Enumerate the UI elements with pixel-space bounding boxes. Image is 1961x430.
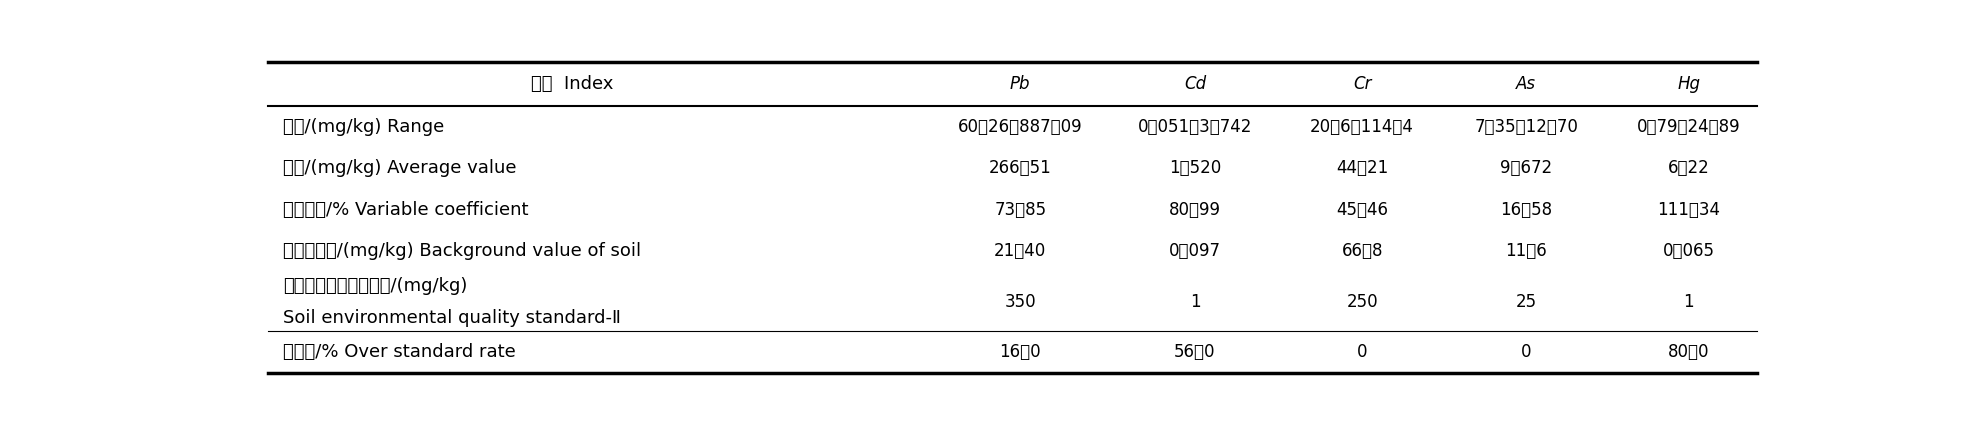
Text: 45．46: 45．46 <box>1335 201 1388 219</box>
Text: Hg: Hg <box>1677 75 1700 93</box>
Text: 土壤环境质量二级标准/(mg/kg): 土壤环境质量二级标准/(mg/kg) <box>282 276 467 295</box>
Text: 1: 1 <box>1190 293 1200 310</box>
Text: 111．34: 111．34 <box>1657 201 1720 219</box>
Text: 6．22: 6．22 <box>1669 160 1710 177</box>
Text: 0: 0 <box>1357 343 1367 361</box>
Text: 16．58: 16．58 <box>1500 201 1553 219</box>
Text: 11．6: 11．6 <box>1506 242 1547 260</box>
Text: Soil environmental quality standard-Ⅱ: Soil environmental quality standard-Ⅱ <box>282 309 622 327</box>
Text: 超标率/% Over standard rate: 超标率/% Over standard rate <box>282 343 516 361</box>
Text: 1．520: 1．520 <box>1169 160 1222 177</box>
Text: 7．35～12．70: 7．35～12．70 <box>1475 118 1579 136</box>
Text: 20．6～114．4: 20．6～114．4 <box>1310 118 1414 136</box>
Text: 44．21: 44．21 <box>1335 160 1388 177</box>
Text: Cr: Cr <box>1353 75 1371 93</box>
Text: 9．672: 9．672 <box>1500 160 1553 177</box>
Text: 16．0: 16．0 <box>1000 343 1041 361</box>
Text: 0．051～3．742: 0．051～3．742 <box>1137 118 1253 136</box>
Text: 25: 25 <box>1516 293 1537 310</box>
Text: 80．99: 80．99 <box>1169 201 1222 219</box>
Text: 56．0: 56．0 <box>1175 343 1216 361</box>
Text: 60．26～887．09: 60．26～887．09 <box>957 118 1082 136</box>
Text: 变异系数/% Variable coefficient: 变异系数/% Variable coefficient <box>282 201 529 219</box>
Text: 66．8: 66．8 <box>1341 242 1383 260</box>
Text: 250: 250 <box>1347 293 1379 310</box>
Text: 1: 1 <box>1684 293 1694 310</box>
Text: 项目  Index: 项目 Index <box>531 75 614 93</box>
Text: 0．79～24．89: 0．79～24．89 <box>1637 118 1741 136</box>
Text: 0．097: 0．097 <box>1169 242 1222 260</box>
Text: 73．85: 73．85 <box>994 201 1047 219</box>
Text: Cd: Cd <box>1184 75 1206 93</box>
Text: 350: 350 <box>1004 293 1035 310</box>
Text: 80．0: 80．0 <box>1669 343 1710 361</box>
Text: 均值/(mg/kg) Average value: 均值/(mg/kg) Average value <box>282 160 516 177</box>
Text: 0: 0 <box>1522 343 1532 361</box>
Text: 266．51: 266．51 <box>988 160 1051 177</box>
Text: Pb: Pb <box>1010 75 1030 93</box>
Text: 范围/(mg/kg) Range: 范围/(mg/kg) Range <box>282 118 445 136</box>
Text: 21．40: 21．40 <box>994 242 1047 260</box>
Text: As: As <box>1516 75 1535 93</box>
Text: 0．065: 0．065 <box>1663 242 1716 260</box>
Text: 土壤背景值/(mg/kg) Background value of soil: 土壤背景值/(mg/kg) Background value of soil <box>282 242 641 260</box>
